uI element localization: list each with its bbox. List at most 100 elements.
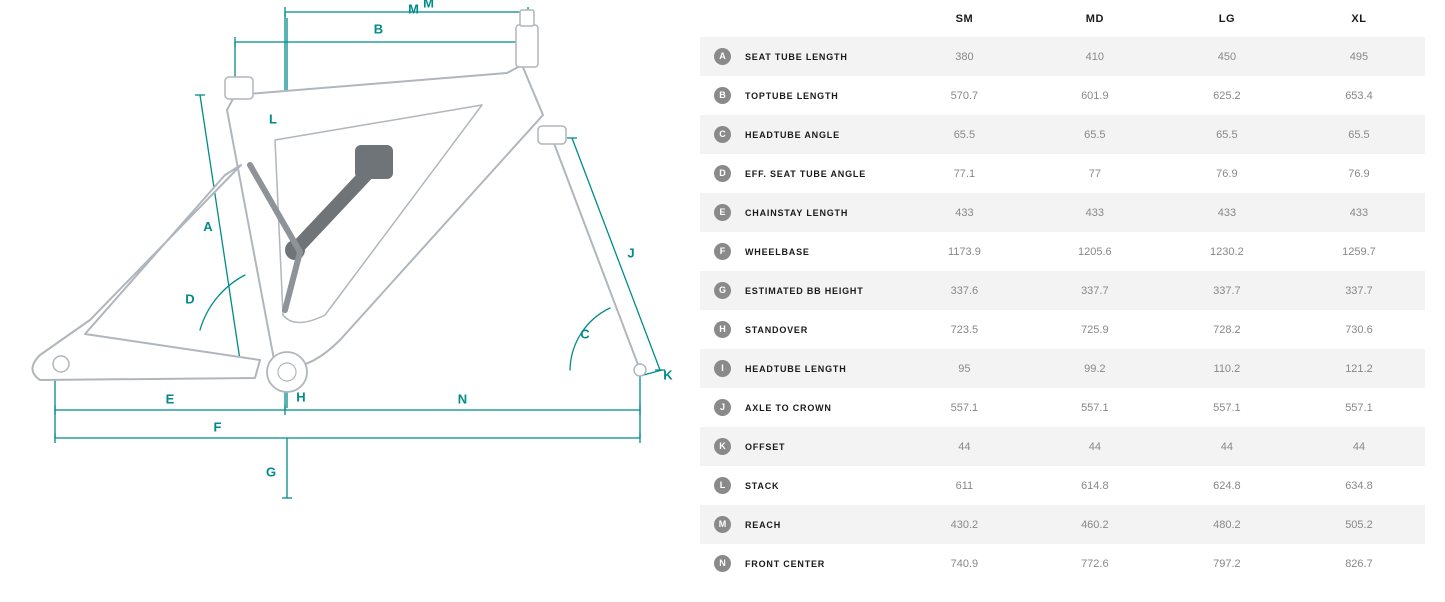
- value-cell: 433: [1029, 193, 1161, 232]
- value-cell: 557.1: [1293, 388, 1425, 427]
- row-label-cell: B TOPTUBE LENGTH: [700, 76, 900, 115]
- row-key-badge: D: [714, 165, 731, 182]
- value-cell: 110.2: [1161, 349, 1293, 388]
- svg-text:K: K: [663, 367, 673, 382]
- value-cell: 337.7: [1029, 271, 1161, 310]
- value-cell: 433: [1161, 193, 1293, 232]
- value-cell: 44: [1029, 427, 1161, 466]
- value-cell: 601.9: [1029, 76, 1161, 115]
- value-cell: 433: [1293, 193, 1425, 232]
- row-label-cell: LSTACK: [700, 466, 900, 505]
- table-row: CHEADTUBE ANGLE65.565.565.565.5: [700, 115, 1425, 154]
- svg-text:L: L: [269, 111, 277, 126]
- table-row: M REACH 430.2460.2480.2505.2: [700, 505, 1425, 544]
- row-key-badge: C: [714, 126, 731, 143]
- row-key-badge: F: [714, 243, 731, 260]
- value-cell: 460.2: [1029, 505, 1161, 544]
- svg-text:N: N: [458, 391, 467, 406]
- row-key-badge: B: [714, 87, 731, 104]
- value-cell: 77: [1029, 154, 1161, 193]
- table-header-row: SM MD LG XL: [700, 5, 1425, 37]
- value-cell: 410: [1029, 37, 1161, 76]
- value-cell: 480.2: [1161, 505, 1293, 544]
- geometry-table: SM MD LG XL ASEAT TUBE LENGTH38041045049…: [700, 5, 1425, 583]
- value-cell: 77.1: [900, 154, 1029, 193]
- value-cell: 505.2: [1293, 505, 1425, 544]
- row-label-cell: M REACH: [700, 505, 900, 544]
- row-key-badge: A: [714, 48, 731, 65]
- value-cell: 557.1: [1029, 388, 1161, 427]
- row-label-cell: KOFFSET: [700, 427, 900, 466]
- row-key-badge: H: [714, 321, 731, 338]
- table-row: ASEAT TUBE LENGTH380410450495: [700, 37, 1425, 76]
- row-key-badge: L: [714, 477, 731, 494]
- value-cell: 65.5: [1029, 115, 1161, 154]
- table-row: JAXLE TO CROWN557.1557.1557.1557.1: [700, 388, 1425, 427]
- bike-frame-svg: BMMLADCJKEHNFG: [0, 0, 690, 597]
- table-row: DEFF. SEAT TUBE ANGLE77.17776.976.9: [700, 154, 1425, 193]
- row-key-badge: N: [714, 555, 731, 572]
- row-label-text: HEADTUBE LENGTH: [745, 363, 847, 373]
- value-cell: 730.6: [1293, 310, 1425, 349]
- value-cell: 44: [1293, 427, 1425, 466]
- value-cell: 624.8: [1161, 466, 1293, 505]
- row-label-cell: IHEADTUBE LENGTH: [700, 349, 900, 388]
- svg-text:M: M: [423, 0, 434, 10]
- svg-text:B: B: [374, 21, 383, 36]
- table-row: FWHEELBASE1173.91205.61230.21259.7: [700, 232, 1425, 271]
- table-row: GESTIMATED BB HEIGHT337.6337.7337.7337.7: [700, 271, 1425, 310]
- geometry-table-panel: SM MD LG XL ASEAT TUBE LENGTH38041045049…: [690, 0, 1445, 597]
- value-cell: 740.9: [900, 544, 1029, 583]
- value-cell: 99.2: [1029, 349, 1161, 388]
- value-cell: 1173.9: [900, 232, 1029, 271]
- row-key-badge: M: [714, 516, 731, 533]
- value-cell: 653.4: [1293, 76, 1425, 115]
- row-label-cell: FWHEELBASE: [700, 232, 900, 271]
- value-cell: 44: [1161, 427, 1293, 466]
- svg-text:G: G: [266, 464, 276, 479]
- value-cell: 1230.2: [1161, 232, 1293, 271]
- table-row: LSTACK611614.8624.8634.8: [700, 466, 1425, 505]
- row-label-cell: DEFF. SEAT TUBE ANGLE: [700, 154, 900, 193]
- value-cell: 634.8: [1293, 466, 1425, 505]
- svg-text:C: C: [580, 326, 590, 341]
- value-cell: 725.9: [1029, 310, 1161, 349]
- row-label-cell: NFRONT CENTER: [700, 544, 900, 583]
- row-key-badge: J: [714, 399, 731, 416]
- value-cell: 76.9: [1161, 154, 1293, 193]
- row-label-text: CHAINSTAY LENGTH: [745, 207, 848, 217]
- value-cell: 380: [900, 37, 1029, 76]
- table-row: NFRONT CENTER740.9772.6797.2826.7: [700, 544, 1425, 583]
- svg-text:H: H: [296, 389, 305, 404]
- value-cell: 76.9: [1293, 154, 1425, 193]
- svg-text:E: E: [166, 391, 175, 406]
- row-label-cell: ASEAT TUBE LENGTH: [700, 37, 900, 76]
- row-label-cell: GESTIMATED BB HEIGHT: [700, 271, 900, 310]
- value-cell: 570.7: [900, 76, 1029, 115]
- table-row: HSTANDOVER723.5725.9728.2730.6: [700, 310, 1425, 349]
- value-cell: 625.2: [1161, 76, 1293, 115]
- geometry-diagram: BMMLADCJKEHNFG: [0, 0, 690, 597]
- value-cell: 65.5: [1293, 115, 1425, 154]
- table-row: ECHAINSTAY LENGTH433433433433: [700, 193, 1425, 232]
- svg-text:A: A: [203, 219, 213, 234]
- row-label-text: REACH: [745, 519, 781, 529]
- svg-text:J: J: [627, 245, 634, 260]
- value-cell: 611: [900, 466, 1029, 505]
- value-cell: 723.5: [900, 310, 1029, 349]
- value-cell: 557.1: [900, 388, 1029, 427]
- table-row: KOFFSET44444444: [700, 427, 1425, 466]
- table-row: B TOPTUBE LENGTH 570.7601.9625.2653.4: [700, 76, 1425, 115]
- value-cell: 430.2: [900, 505, 1029, 544]
- svg-text:F: F: [214, 419, 222, 434]
- value-cell: 65.5: [900, 115, 1029, 154]
- value-cell: 337.6: [900, 271, 1029, 310]
- row-label-text: TOPTUBE LENGTH: [745, 90, 839, 100]
- row-label-cell: HSTANDOVER: [700, 310, 900, 349]
- row-label-cell: E CHAINSTAY LENGTH: [700, 193, 900, 232]
- value-cell: 797.2: [1161, 544, 1293, 583]
- row-key-badge: G: [714, 282, 731, 299]
- row-key-badge: E: [714, 204, 731, 221]
- value-cell: 337.7: [1161, 271, 1293, 310]
- value-cell: 450: [1161, 37, 1293, 76]
